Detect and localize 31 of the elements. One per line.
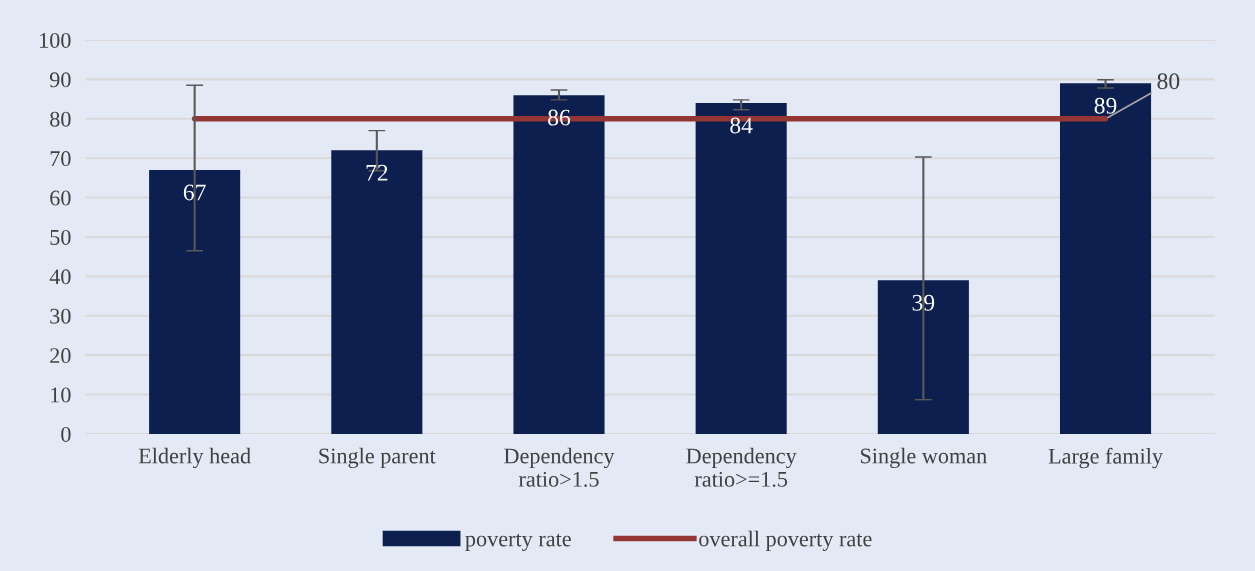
y-tick-label: 100	[40, 32, 71, 48]
y-tick-label: 60	[50, 190, 71, 206]
legend-label: poverty rate	[465, 533, 571, 551]
y-tick-label: 10	[51, 387, 71, 403]
y-tick-label: 80	[50, 111, 71, 127]
y-tick-label: 90	[49, 72, 71, 88]
y-tick-label: 70	[50, 151, 71, 167]
x-tick-label: Single woman	[860, 447, 987, 469]
data-label: 80	[1157, 73, 1180, 90]
y-tick-label: 0	[61, 426, 71, 442]
y-tick-label: 40	[49, 269, 71, 285]
bar	[513, 95, 605, 434]
x-tick-label: Single parent	[319, 447, 436, 469]
data-label: 89	[1094, 97, 1117, 114]
y-tick-label: 20	[50, 348, 71, 364]
bar	[1059, 83, 1152, 434]
bar	[331, 150, 423, 434]
legend-label: overall poverty rate	[699, 530, 872, 551]
data-label: 84	[730, 117, 753, 134]
x-tick-label: Large family	[1048, 447, 1163, 469]
x-tick-label: Dependency ratio>1.5	[504, 447, 615, 487]
data-label: 39	[912, 294, 935, 311]
bar	[695, 103, 787, 434]
y-tick-label: 30	[50, 308, 71, 324]
data-label: 67	[183, 184, 206, 201]
bar	[149, 169, 241, 434]
data-label: 72	[366, 164, 388, 181]
bar	[877, 280, 969, 434]
y-tick-label: 50	[50, 229, 71, 245]
x-tick-label: Dependency ratio>=1.5	[686, 447, 797, 487]
x-tick-label: Elderly head	[138, 447, 251, 469]
